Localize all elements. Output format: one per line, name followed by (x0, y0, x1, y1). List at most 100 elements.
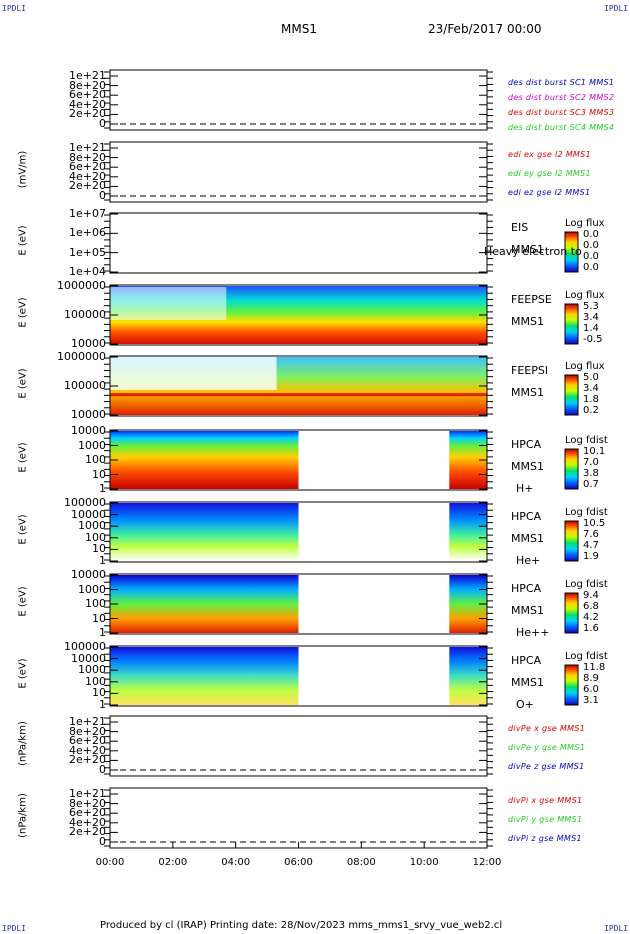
feepsi-side-label: FEEPSI (511, 364, 549, 377)
hpca_he-scale-value: 10.5 (583, 518, 606, 529)
eis-scale-value: 0.0 (583, 251, 599, 262)
hpca_hepp-scale-value: 9.4 (583, 590, 599, 601)
xtick-label: 08:00 (346, 857, 376, 868)
divpe-ytick-label: 4e+20 (69, 743, 106, 757)
hpca_he-ytick-label: 10000 (71, 507, 106, 521)
hpca_hepp-ytick-label: 100 (85, 597, 106, 610)
corner-label-bottom-right: IPDLI (604, 924, 629, 933)
eis-scale-value: 0.0 (583, 240, 599, 251)
hpca_hepp-ytick-label: 1000 (78, 582, 106, 596)
eis-ylabel: E (eV) (17, 225, 29, 256)
feepsi-ylabel: E (eV) (17, 368, 29, 399)
edi-legend-entry: edi ez gse l2 MMS1 (508, 188, 591, 197)
hpca_he-ytick-label: 100 (85, 530, 106, 544)
divpe-panel-frame (109, 715, 488, 777)
hpca_h-scale-title: Log fdist (565, 435, 608, 446)
hpca_he-scale-title: Log fdist (565, 507, 608, 518)
xtick-label: 02:00 (158, 857, 188, 868)
feepsi-ytick-label: 10000 (71, 408, 106, 421)
hpca_h-ytick-label: 100 (85, 453, 106, 466)
hpca_o-ytick-label: 1 (99, 698, 106, 711)
hpca_o-scale-value: 3.1 (583, 695, 599, 706)
hpca_h-side-label: HPCA (511, 438, 542, 451)
feepsi-scale-title: Log flux (565, 361, 605, 372)
hpca_o-scale-value: 11.8 (583, 662, 606, 673)
hpca_he-side-label: He+ (516, 554, 541, 567)
corner-label-top-right: IPDLI (604, 4, 629, 13)
feepse-scale-value: -0.5 (583, 334, 603, 345)
edi-ytick-label: 0 (99, 189, 106, 202)
feepse-side-label: FEEPSE (511, 293, 552, 306)
hpca_hepp-ytick-label: 1 (99, 626, 106, 639)
hpca_h-ytick-label: 10000 (71, 424, 106, 437)
hpca_he-side-label: HPCA (511, 510, 542, 523)
hpca_he-ytick-label: 10 (92, 542, 106, 556)
edi-legend-entry: edi ex gse l2 MMS1 (508, 150, 591, 159)
eis-ytick-label: 1e+04 (69, 265, 106, 278)
feepse-ytick-label: 1000000 (57, 279, 106, 292)
divpi-legend-entry: divPi x gse MMS1 (508, 796, 583, 805)
feepsi-scale-value: 0.2 (583, 405, 599, 416)
divpi-panel-frame (109, 787, 488, 849)
divpe-legend-entry: divPe y gse MMS1 (508, 743, 586, 752)
hpca_he-side-label: MMS1 (511, 532, 544, 545)
hpca_hepp-scale-value: 1.6 (583, 623, 599, 634)
des-legend-entry: des dist burst SC4 MMS4 (508, 123, 615, 132)
hpca_he-spectrogram-1 (449, 503, 487, 561)
hpca_hepp-ytick-label: 10 (92, 611, 106, 625)
edi-legend-entry: edi ey gse l2 MMS1 (508, 169, 591, 178)
hpca_h-scale-value: 10.1 (583, 446, 606, 457)
feepse-colorbar (564, 303, 579, 345)
hpca_o-scale-title: Log fdist (565, 651, 608, 662)
divpi-legend-entry: divPi y gse MMS1 (508, 815, 583, 824)
hpca_h-scale-value: 0.7 (583, 479, 599, 490)
hpca_h-colorbar (564, 448, 579, 490)
hpca_o-side-label: MMS1 (511, 676, 544, 689)
hpca_hepp-scale-title: Log fdist (565, 579, 608, 590)
eis-side-label: EIS (511, 221, 529, 234)
feepse-ytick-label: 10000 (71, 337, 106, 350)
eis-scale-title: Log flux (565, 218, 605, 229)
feepsi-scale-value: 5.0 (583, 372, 599, 383)
hpca_he-panel-frame (109, 501, 488, 563)
hpca_h-scale-value: 3.8 (583, 468, 599, 479)
des-ytick-label: 6e+20 (69, 88, 106, 102)
hpca_hepp-ylabel: E (eV) (17, 586, 29, 617)
hpca_hepp-side-label: HPCA (511, 582, 542, 595)
divpe-ytick-label: 8e+20 (69, 724, 106, 738)
xtick-label: 00:00 (95, 857, 125, 868)
hpca_h-side-label: H+ (516, 482, 534, 495)
hpca_o-scale-value: 6.0 (583, 684, 599, 695)
feepsi-scale-value: 1.8 (583, 394, 599, 405)
corner-label-bottom-left: IPDLI (2, 924, 27, 933)
eis-scale-value: 0.0 (583, 262, 599, 273)
feepsi-scale-value: 3.4 (583, 383, 599, 394)
eis-ytick-label: 1e+06 (69, 226, 106, 240)
hpca_o-ytick-label: 1000 (78, 663, 106, 677)
hpca_he-scale-value: 7.6 (583, 529, 599, 540)
hpca_h-ylabel: E (eV) (17, 442, 29, 473)
divpi-ytick-label: 6e+20 (69, 806, 106, 820)
feepse-side-label: MMS1 (511, 315, 544, 328)
feepse-sparse-region (110, 287, 227, 320)
hpca_o-panel-frame (109, 645, 488, 707)
feepsi-side-label: MMS1 (511, 386, 544, 399)
hpca_hepp-colorbar (564, 592, 579, 634)
hpca_hepp-spectrogram-0 (110, 575, 299, 633)
hpca_he-ylabel: E (eV) (17, 514, 29, 545)
hpca_o-ytick-label: 100000 (64, 640, 106, 653)
divpi-ytick-label: 0 (99, 835, 106, 848)
corner-label-top-left: IPDLI (2, 4, 27, 13)
divpe-legend-entry: divPe x gse MMS1 (508, 724, 586, 733)
eis-overlay-label: Heavy electron to (484, 245, 582, 258)
divpe-ytick-label: 0 (99, 763, 106, 776)
xtick-label: 04:00 (221, 857, 251, 868)
divpe-ytick-label: 2e+20 (69, 753, 106, 767)
hpca_h-ytick-label: 1 (99, 482, 106, 495)
des-ytick-label: 0 (99, 117, 106, 130)
des-panel-frame (109, 69, 488, 131)
chart-date: 23/Feb/2017 00:00 (428, 22, 542, 36)
feepse-ytick-label: 100000 (64, 308, 106, 321)
footer-credit: Produced by cl (IRAP) Printing date: 28/… (100, 920, 503, 931)
